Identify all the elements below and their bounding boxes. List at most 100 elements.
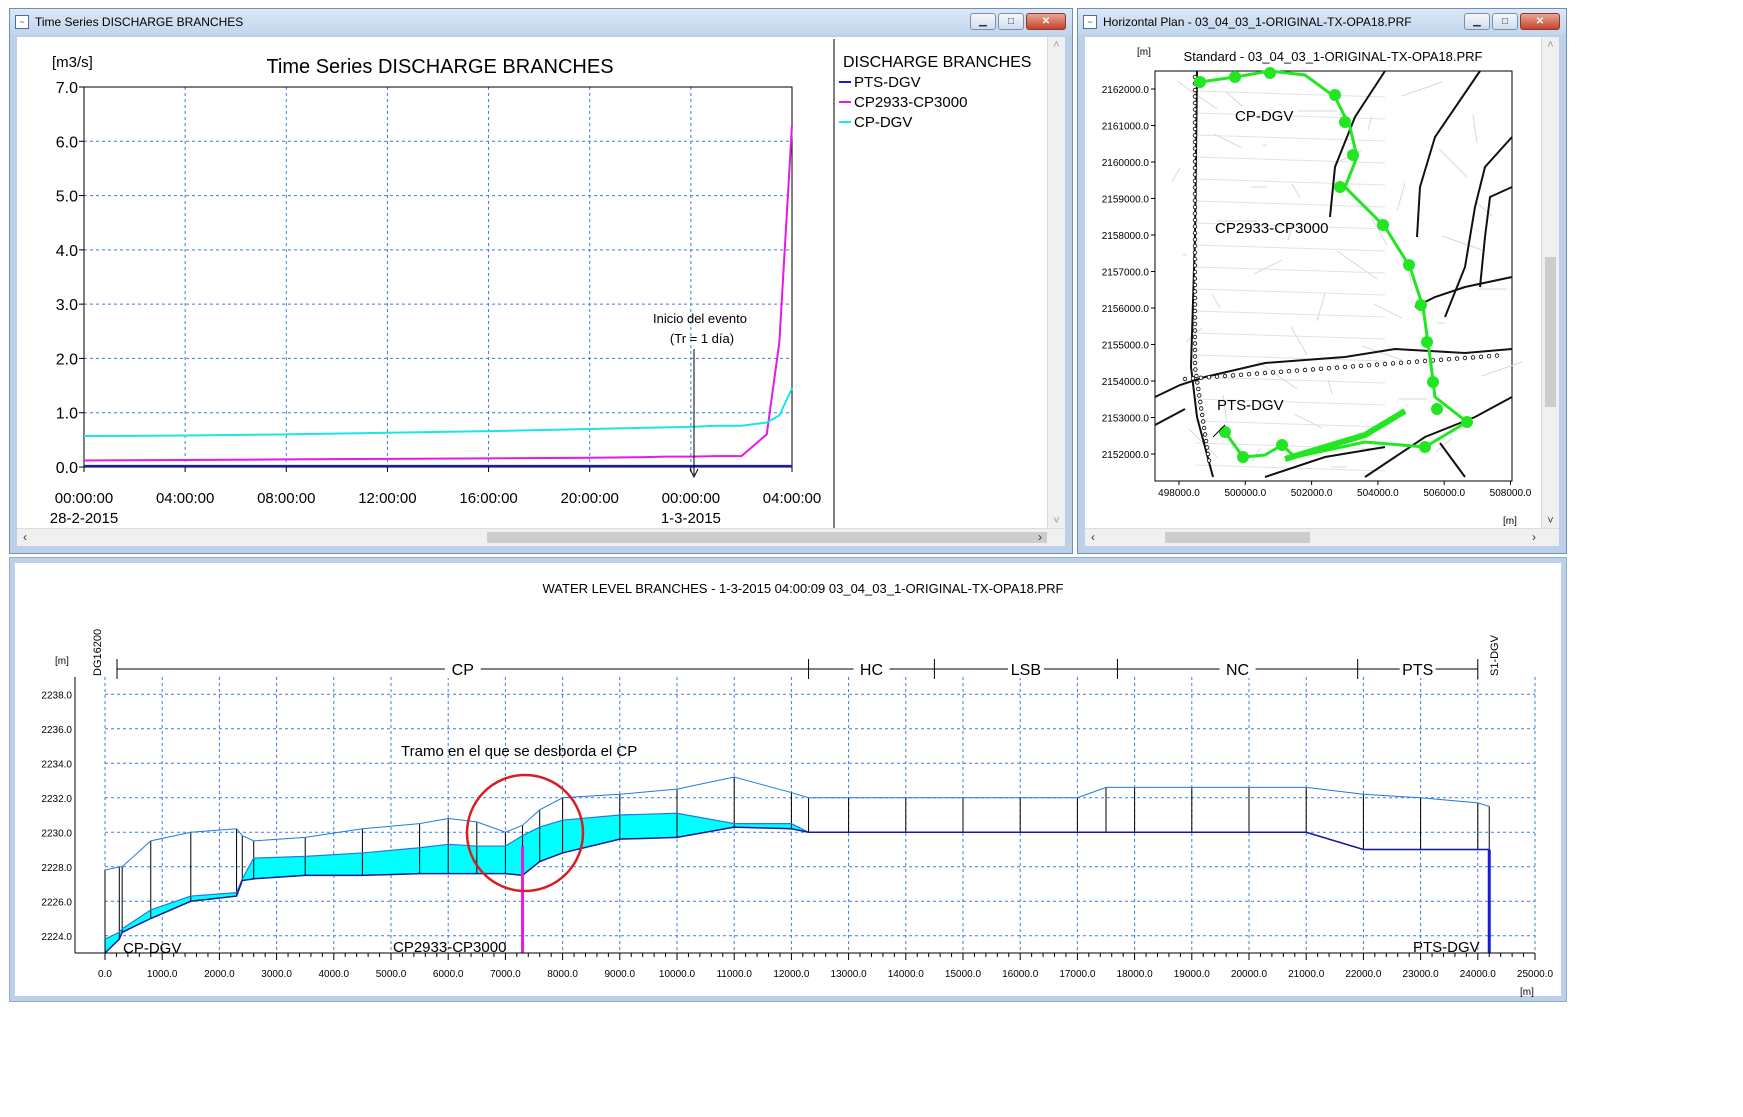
y-tick-label: 2228.0 — [41, 863, 72, 874]
plan-x-tick-label: 506000.0 — [1423, 488, 1465, 499]
scroll-right-arrow-icon[interactable]: › — [1038, 530, 1042, 544]
y-tick-label: 2232.0 — [41, 794, 72, 805]
pipe-branch — [1329, 70, 1386, 218]
highlight-node — [1377, 219, 1389, 231]
x-tick-label: 4000.0 — [319, 969, 350, 980]
scrollbar-thumb[interactable] — [487, 532, 1047, 543]
street-line — [1194, 420, 1386, 428]
scroll-left-arrow-icon[interactable]: ‹ — [23, 530, 27, 544]
plan-label-cp2933-cp3000: CP2933-CP3000 — [1215, 220, 1328, 237]
time-series-horizontal-scrollbar[interactable]: ‹ › — [17, 528, 1065, 546]
time-series-window[interactable]: ~ Time Series DISCHARGE BRANCHES ▁ □ ✕ [… — [9, 8, 1073, 554]
y-tick-label: 2.0 — [56, 351, 78, 368]
event-arrow-head — [689, 468, 699, 479]
close-button[interactable]: ✕ — [1026, 13, 1066, 30]
overflow-highlight-circle — [465, 773, 585, 893]
plan-y-tick-label: 2152000.0 — [1102, 450, 1150, 461]
node-marker — [1310, 367, 1316, 372]
plan-vertical-scrollbar[interactable]: ˄ ˅ — [1541, 37, 1559, 529]
highlight-node — [1461, 416, 1473, 428]
node-marker — [1198, 399, 1203, 405]
profile-window[interactable]: WATER LEVEL BRANCHES - 1-3-2015 04:00:09… — [9, 557, 1567, 1002]
plan-titlebar[interactable]: ~ Horizontal Plan - 03_04_03_1-ORIGINAL-… — [1078, 9, 1566, 35]
plan-x-tick-label: 500000.0 — [1224, 488, 1266, 499]
x-tick-time-label: 00:00:00 — [55, 490, 113, 507]
time-series-titlebar[interactable]: ~ Time Series DISCHARGE BRANCHES ▁ □ ✕ — [10, 9, 1072, 35]
x-tick-label: 24000.0 — [1460, 969, 1497, 980]
x-tick-label: 7000.0 — [490, 969, 521, 980]
node-marker — [1192, 100, 1198, 106]
node-marker — [1192, 315, 1198, 320]
chart-title: Time Series DISCHARGE BRANCHES — [266, 56, 613, 78]
street-line — [1327, 379, 1333, 395]
highlight-node — [1264, 67, 1276, 79]
street-line — [1194, 156, 1386, 164]
minimize-button[interactable]: ▁ — [970, 13, 996, 30]
node-marker — [1192, 289, 1198, 294]
node-marker — [1195, 380, 1200, 385]
maximize-button[interactable]: □ — [1492, 13, 1518, 30]
scroll-up-arrow-icon[interactable]: ˄ — [1053, 39, 1060, 51]
plan-y-tick-label: 2155000.0 — [1102, 341, 1150, 352]
plot-area-frame — [83, 86, 793, 468]
node-marker — [1286, 369, 1292, 374]
profile-grid — [104, 677, 1536, 953]
scroll-left-arrow-icon[interactable]: ‹ — [1091, 530, 1095, 544]
x-tick-label: 6000.0 — [433, 969, 464, 980]
minimize-button[interactable]: ▁ — [1464, 13, 1490, 30]
close-button[interactable]: ✕ — [1520, 13, 1560, 30]
node-marker — [1192, 237, 1198, 242]
x-tick-label: 9000.0 — [605, 969, 636, 980]
highlight-node — [1419, 441, 1431, 453]
node-marker — [1197, 393, 1202, 398]
street-line — [1171, 167, 1181, 183]
node-marker — [1494, 353, 1500, 358]
node-marker — [1326, 366, 1332, 371]
scrollbar-thumb[interactable] — [1545, 257, 1556, 407]
plan-x-tick-label: 508000.0 — [1490, 488, 1532, 499]
plan-y-tick-label: 2161000.0 — [1102, 122, 1150, 133]
node-marker — [1192, 250, 1198, 255]
legend-entry: PTS-DGV — [854, 74, 921, 91]
node-marker — [1199, 412, 1205, 418]
scroll-up-arrow-icon[interactable]: ˄ — [1547, 39, 1554, 51]
node-marker — [1192, 191, 1198, 197]
maximize-button[interactable]: □ — [998, 13, 1024, 30]
scroll-down-arrow-icon[interactable]: ˅ — [1053, 515, 1060, 527]
x-tick-date-label: 1-3-2015 — [661, 510, 721, 527]
plan-window-title: Horizontal Plan - 03_04_03_1-ORIGINAL-TX… — [1103, 15, 1412, 29]
scroll-right-arrow-icon[interactable]: › — [1532, 530, 1536, 544]
plan-y-tick-label: 2154000.0 — [1102, 377, 1150, 388]
x-tick-label: 11000.0 — [716, 969, 752, 980]
x-tick-date-label: 28-2-2015 — [50, 510, 118, 527]
branch-label-bg — [444, 660, 481, 678]
street-line — [1194, 90, 1386, 98]
highlight-node — [1431, 403, 1443, 415]
x-tick-label: 18000.0 — [1117, 969, 1154, 980]
time-series-vertical-scrollbar[interactable]: ˄ ˅ — [1047, 37, 1065, 529]
node-marker — [1414, 359, 1420, 364]
node-marker — [1390, 361, 1396, 366]
street-line — [1361, 345, 1403, 361]
node-marker — [1192, 360, 1198, 366]
node-marker — [1201, 425, 1207, 431]
node-marker — [1182, 376, 1188, 382]
highlight-node — [1339, 116, 1351, 128]
street-line — [1472, 114, 1478, 144]
node-marker — [1406, 360, 1412, 365]
street-line — [1194, 376, 1386, 384]
time-series-client: [m3/s] Time Series DISCHARGE BRANCHES 0.… — [17, 37, 1065, 546]
street-line — [1194, 112, 1386, 120]
horizontal-plan-window[interactable]: ~ Horizontal Plan - 03_04_03_1-ORIGINAL-… — [1077, 8, 1567, 554]
node-marker — [1192, 204, 1198, 210]
x-tick-time-label: 00:00:00 — [662, 490, 720, 507]
scroll-down-arrow-icon[interactable]: ˅ — [1547, 515, 1554, 527]
y-tick-label: 3.0 — [56, 297, 78, 314]
scrollbar-thumb[interactable] — [1165, 532, 1310, 543]
pipe-branch — [1154, 408, 1186, 426]
plan-horizontal-scrollbar[interactable]: ‹ › — [1085, 528, 1559, 546]
x-tick-label: 14000.0 — [888, 969, 925, 980]
street-line — [1291, 183, 1301, 199]
node-marker — [1334, 365, 1340, 370]
pipe-branch — [1364, 396, 1513, 478]
